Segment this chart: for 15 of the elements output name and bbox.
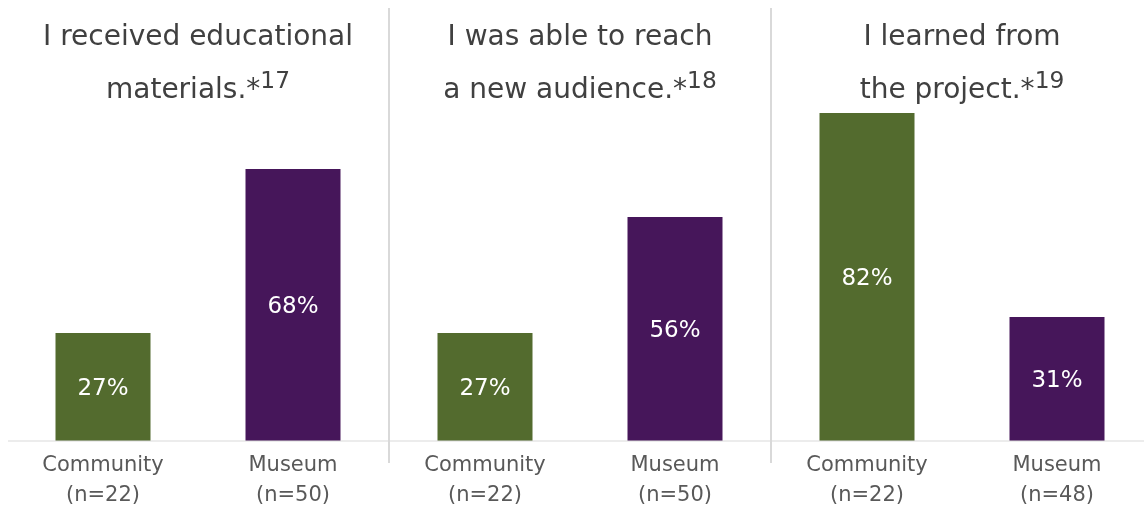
x-tick-label: Community (n=22): [42, 452, 164, 506]
data-label: 31%: [1031, 366, 1083, 393]
chart-title: I received educational materials.*$^{17}$: [42, 18, 354, 108]
data-label: 56%: [649, 316, 701, 343]
x-tick-label: Community (n=22): [424, 452, 546, 506]
data-label: 68%: [267, 292, 319, 319]
chart-title: I was able to reach a new audience.*$^{18}$: [442, 18, 718, 108]
x-tick-label: Museum (n=48): [1012, 452, 1102, 506]
data-label: 27%: [77, 374, 129, 401]
data-label: 27%: [459, 374, 511, 401]
data-label: 82%: [841, 264, 893, 291]
x-tick-label: Community (n=22): [806, 452, 928, 506]
x-tick-label: Museum (n=50): [630, 452, 720, 506]
x-tick-label: Museum (n=50): [248, 452, 338, 506]
chart-title: I learned from the project.*$^{19}$: [858, 18, 1066, 108]
